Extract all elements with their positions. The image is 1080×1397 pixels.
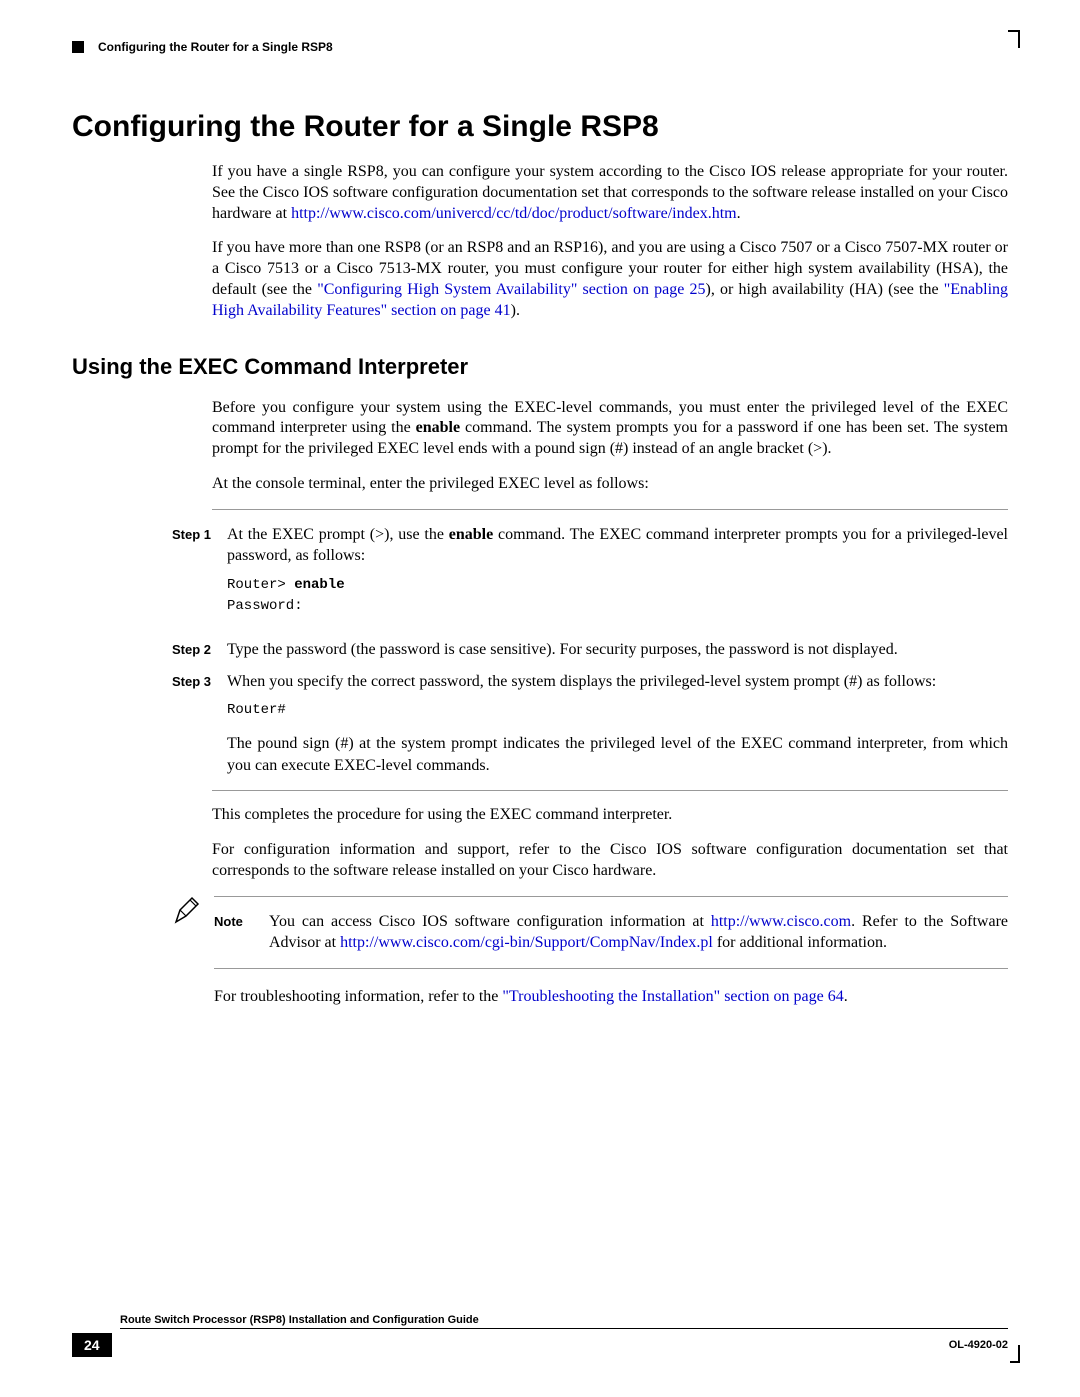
xref-hsa-section[interactable]: "Configuring High System Availability" s… [317, 281, 705, 298]
note-label: Note [214, 911, 269, 954]
note-bottom-rule [214, 968, 1008, 969]
step-1-text: At the EXEC prompt (>), use the enable c… [227, 524, 1008, 567]
page-footer: Route Switch Processor (RSP8) Installati… [72, 1314, 1008, 1357]
note-text: You can access Cisco IOS software config… [269, 911, 1008, 954]
intro-p1-text-b: . [737, 205, 741, 222]
step-3-code: Router# [227, 700, 1008, 721]
note-a: You can access Cisco IOS software config… [269, 913, 711, 930]
step-1-a: At the EXEC prompt (>), use the [227, 526, 449, 543]
code-enable: enable [294, 577, 344, 593]
step-2-text: Type the password (the password is case … [227, 639, 1008, 661]
exec-paragraph-1: Before you configure your system using t… [212, 398, 1008, 460]
footer-rule [120, 1328, 1008, 1329]
step-3: Step 3 When you specify the correct pass… [172, 671, 1008, 777]
header-square-icon [72, 41, 84, 53]
divider-before-steps [212, 509, 1008, 510]
running-header: Configuring the Router for a Single RSP8 [72, 40, 1008, 54]
page-number: 24 [72, 1333, 112, 1357]
intro-paragraph-1: If you have a single RSP8, you can confi… [212, 162, 1008, 224]
page-title-h1: Configuring the Router for a Single RSP8 [72, 110, 1008, 144]
step-1-label: Step 1 [172, 524, 227, 629]
step-2-label: Step 2 [172, 639, 227, 661]
exec-p1-enable-bold: enable [416, 419, 460, 436]
xref-troubleshooting[interactable]: "Troubleshooting the Installation" secti… [502, 988, 843, 1005]
intro-paragraph-2: If you have more than one RSP8 (or an RS… [212, 238, 1008, 321]
step-1: Step 1 At the EXEC prompt (>), use the e… [172, 524, 1008, 629]
note-link-advisor[interactable]: http://www.cisco.com/cgi-bin/Support/Com… [340, 934, 713, 951]
step-3-label: Step 3 [172, 671, 227, 777]
troubleshoot-paragraph: For troubleshooting information, refer t… [214, 987, 1008, 1008]
closing-p2: For configuration information and suppor… [212, 840, 1008, 882]
running-header-text: Configuring the Router for a Single RSP8 [98, 40, 333, 54]
intro-link-software-index[interactable]: http://www.cisco.com/univercd/cc/td/doc/… [291, 205, 737, 222]
footer-guide-title: Route Switch Processor (RSP8) Installati… [120, 1314, 1008, 1326]
troubleshoot-a: For troubleshooting information, refer t… [214, 988, 502, 1005]
step-1-code: Router> enable Password: [227, 575, 1008, 617]
troubleshoot-b: . [844, 988, 848, 1005]
note-c: for additional information. [713, 934, 887, 951]
step-3-text: When you specify the correct password, t… [227, 671, 1008, 693]
note-pencil-icon [172, 896, 214, 926]
closing-p1: This completes the procedure for using t… [212, 805, 1008, 826]
corner-mark-top [1008, 30, 1020, 48]
code-password: Password: [227, 598, 303, 614]
note-top-rule [214, 896, 1008, 897]
note-link-cisco[interactable]: http://www.cisco.com [711, 913, 851, 930]
intro-p2-text-b: ), or high availability (HA) (see the [706, 281, 944, 298]
code-router-prompt: Router> [227, 577, 294, 593]
footer-doc-id: OL-4920-02 [949, 1339, 1008, 1351]
section-title-h2: Using the EXEC Command Interpreter [72, 354, 1008, 380]
step-2: Step 2 Type the password (the password i… [172, 639, 1008, 661]
step-1-enable-bold: enable [449, 526, 493, 543]
step-3-after: The pound sign (#) at the system prompt … [227, 733, 1008, 776]
divider-after-steps [212, 790, 1008, 791]
corner-mark-bottom [1010, 1345, 1020, 1363]
intro-p2-text-c: ). [511, 302, 520, 319]
note-block: Note You can access Cisco IOS software c… [72, 896, 1008, 1022]
exec-paragraph-2: At the console terminal, enter the privi… [212, 474, 1008, 495]
